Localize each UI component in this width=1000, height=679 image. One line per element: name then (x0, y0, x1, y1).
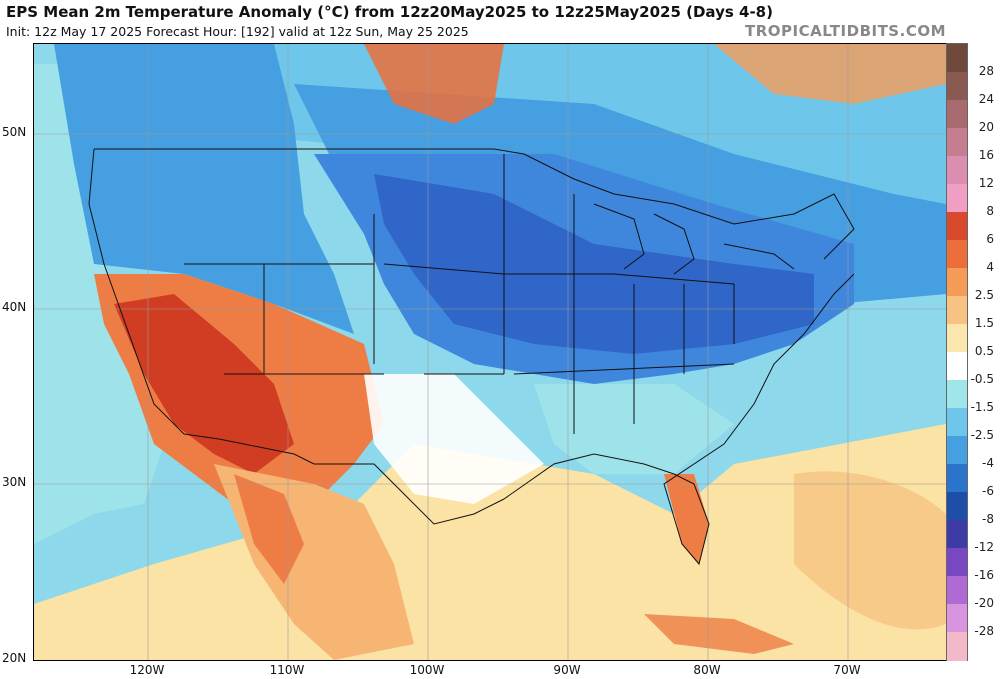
colorbar-cell (947, 72, 967, 101)
colorbar-label: -2.5 (970, 428, 994, 442)
colorbar-label: 16 (978, 148, 994, 162)
colorbar-label: 4 (986, 260, 994, 274)
lon-label-70: 70W (833, 663, 861, 677)
graticule (34, 44, 946, 660)
map-subtitle: Init: 12z May 17 2025 Forecast Hour: [19… (6, 24, 469, 39)
lon-label-120: 120W (129, 663, 165, 677)
colorbar-cell (947, 492, 967, 521)
warm-ocean-region (34, 424, 946, 660)
colorbar-cell (947, 576, 967, 605)
colorbar-label: 12 (978, 176, 994, 190)
colorbar-label: 0.5 (974, 344, 994, 358)
lon-label-80: 80W (693, 663, 721, 677)
political-borders (88, 148, 855, 566)
colorbar-cell (947, 380, 967, 409)
colorbar-cell (947, 184, 967, 213)
colorbar-cell (947, 548, 967, 577)
colorbar-cell (947, 520, 967, 549)
baja-warm-patch (234, 474, 304, 584)
colorbar-label: 6 (986, 232, 994, 246)
colorbar-cell (947, 100, 967, 129)
colorbar-label: -16 (974, 568, 994, 582)
colorbar-cell (947, 632, 967, 661)
colorbar-label: -28 (974, 624, 994, 638)
map-panel (33, 43, 947, 661)
anomaly-map (34, 44, 946, 660)
colorbar-cell (947, 408, 967, 437)
lat-label-30: 30N (2, 475, 27, 489)
northwest-cold-region (54, 44, 354, 334)
colorbar-cell (947, 240, 967, 269)
us-mexico-border (183, 433, 505, 525)
us-canada-border (94, 148, 855, 260)
southwest-hot-core (114, 294, 294, 474)
florida-warm-patch (664, 474, 709, 564)
lat-label-40: 40N (2, 300, 27, 314)
southeast-cool-region (534, 384, 734, 474)
colorbar-cell (947, 464, 967, 493)
colorbar-cell (947, 296, 967, 325)
lon-label-90: 90W (553, 663, 581, 677)
colorbar-label: -6 (982, 484, 994, 498)
colorbar-label: -4 (982, 456, 994, 470)
us-gulf-east-coast (503, 273, 855, 566)
cuba-warm-patch (644, 614, 794, 654)
colorbar (946, 43, 968, 661)
great-lakes-outline (593, 203, 795, 275)
colorbar-cell (947, 352, 967, 381)
colorbar-cell (947, 156, 967, 185)
colorbar-label: -8 (982, 512, 994, 526)
colorbar-label: -1.5 (970, 400, 994, 414)
us-west-coast (88, 148, 185, 435)
hudson-warm-patch (364, 44, 504, 124)
colorbar-cell (947, 268, 967, 297)
colorbar-cell (947, 212, 967, 241)
colorbar-cell (947, 44, 967, 73)
colorbar-cell (947, 128, 967, 157)
colorbar-cell (947, 604, 967, 633)
colorbar-label: 2.5 (974, 288, 994, 302)
colorbar-cell (947, 436, 967, 465)
atlantic-warm-patch (794, 471, 946, 630)
state-borders (184, 154, 735, 434)
lat-label-50: 50N (2, 125, 27, 139)
colorbar-label: -12 (974, 540, 994, 554)
colorbar-cell (947, 324, 967, 353)
colorbar-label: -0.5 (970, 372, 994, 386)
colorbar-label: 28 (978, 64, 994, 78)
colorbar-label: -20 (974, 596, 994, 610)
lat-label-20: 20N (2, 651, 27, 665)
colorbar-label: 20 (978, 120, 994, 134)
map-title: EPS Mean 2m Temperature Anomaly (°C) fro… (6, 3, 773, 21)
colorbar-label: 24 (978, 92, 994, 106)
colorbar-label: 1.5 (974, 316, 994, 330)
colorbar-label: 8 (986, 204, 994, 218)
pacific-cool-region (34, 64, 164, 544)
credit-watermark: TROPICALTIDBITS.COM (745, 22, 946, 40)
labrador-warm-patch (714, 44, 946, 104)
lon-label-110: 110W (269, 663, 305, 677)
texas-neutral-region (364, 374, 544, 504)
lon-label-100: 100W (409, 663, 445, 677)
